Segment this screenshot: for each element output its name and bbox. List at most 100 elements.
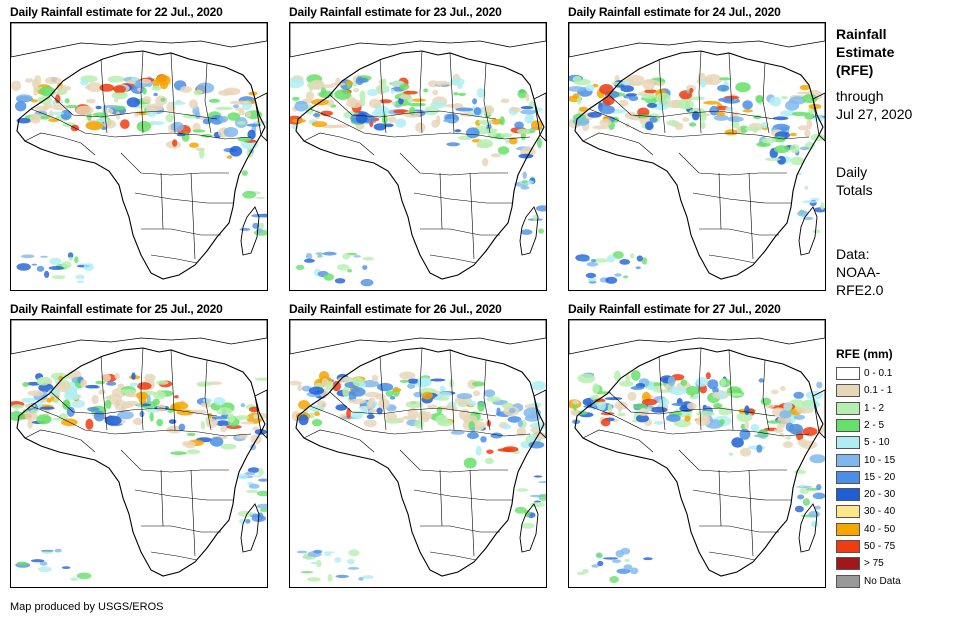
panel-title: Daily Rainfall estimate for 23 Jul., 202… <box>289 5 502 19</box>
rain-cell <box>347 567 360 570</box>
country-border <box>303 429 375 453</box>
rain-cell <box>615 550 625 558</box>
rain-cell <box>630 567 639 575</box>
rain-cell <box>653 102 669 111</box>
rain-cell <box>46 397 52 403</box>
rain-cell <box>753 434 769 438</box>
rain-cell <box>246 123 262 127</box>
legend-item: 2 - 5 <box>836 418 956 433</box>
rain-cell <box>569 86 585 92</box>
rain-cell <box>22 382 29 387</box>
rain-cell <box>242 100 253 111</box>
rain-cell <box>140 78 152 84</box>
rain-cell <box>735 82 751 93</box>
rainfall-map <box>289 319 547 588</box>
rain-cell <box>423 88 429 93</box>
rain-cell <box>792 111 808 117</box>
rain-cell <box>237 510 254 517</box>
rain-cell <box>39 406 55 410</box>
rain-cell <box>430 101 447 109</box>
rain-cell <box>528 441 545 449</box>
rain-cell <box>793 469 807 475</box>
rain-cell <box>789 96 807 105</box>
rain-cell <box>166 425 183 434</box>
rain-cell <box>321 378 329 387</box>
rain-cell <box>671 121 677 127</box>
rain-cell <box>609 576 619 583</box>
rain-cell <box>315 252 324 256</box>
rain-cell <box>524 509 531 518</box>
rain-cell <box>337 376 352 383</box>
legend-label: > 75 <box>864 558 884 570</box>
rain-cell <box>728 452 734 456</box>
rain-cell <box>475 445 482 456</box>
rain-cell <box>241 170 248 176</box>
rain-cell <box>247 467 260 473</box>
rain-cell <box>597 560 604 567</box>
legend-label: 50 - 75 <box>864 541 896 552</box>
rain-cell <box>700 121 706 129</box>
rain-cell <box>40 255 49 258</box>
rain-cell <box>172 401 189 410</box>
rain-cell <box>218 89 234 96</box>
rain-cell <box>573 93 579 99</box>
rain-cell <box>146 102 152 111</box>
rain-cell <box>502 446 519 453</box>
africa-outline <box>295 347 545 577</box>
rain-cell <box>713 114 729 121</box>
rain-cell <box>601 418 611 427</box>
rain-cell <box>29 113 41 124</box>
europe-outline <box>11 320 267 355</box>
sidebar-through: through Jul 27, 2020 <box>836 87 912 123</box>
rain-cell <box>199 148 205 159</box>
rain-cell <box>16 94 33 102</box>
rain-cell <box>317 254 323 258</box>
africa-outline <box>574 347 824 577</box>
rain-cell <box>740 447 752 457</box>
rain-cell <box>210 436 224 447</box>
rain-cell <box>55 94 61 104</box>
rain-cell <box>369 121 374 127</box>
rain-cell <box>124 392 139 398</box>
rain-cell <box>767 420 782 424</box>
rain-cell <box>517 89 528 99</box>
rain-cell <box>532 214 539 221</box>
rain-cell <box>619 99 629 107</box>
country-border <box>134 192 233 204</box>
rain-cell <box>76 280 85 284</box>
sidebar-title-line: Rainfall <box>836 26 887 42</box>
rain-cell <box>255 228 264 234</box>
rain-cell <box>594 398 606 403</box>
rain-cell <box>186 449 201 455</box>
rain-cell <box>346 82 352 89</box>
rain-cell <box>399 379 410 383</box>
europe-outline <box>569 320 825 355</box>
rain-cell <box>439 385 446 394</box>
rain-cell <box>64 392 80 401</box>
rain-cell <box>83 263 94 272</box>
country-border <box>309 405 531 437</box>
rain-cell <box>148 121 165 125</box>
rain-cell <box>70 577 78 581</box>
rain-cell <box>731 437 744 448</box>
rain-cell <box>91 394 99 405</box>
rainfall-layer <box>290 73 546 287</box>
country-border <box>150 254 198 264</box>
rain-cell <box>323 273 335 281</box>
rain-cell <box>105 108 114 114</box>
rain-cell <box>788 423 804 435</box>
rain-cell <box>520 109 537 115</box>
country-border <box>50 391 218 417</box>
country-border <box>692 489 791 501</box>
rain-cell <box>44 270 50 278</box>
rain-cell <box>450 77 465 86</box>
rain-cell <box>724 129 738 136</box>
legend-label: 40 - 50 <box>864 523 896 535</box>
rain-cell <box>450 430 465 435</box>
rain-cell <box>613 370 621 382</box>
rain-cell <box>599 105 615 115</box>
rain-cell <box>186 432 196 437</box>
rain-cell <box>67 252 74 259</box>
rain-cell <box>472 98 478 105</box>
rain-cell <box>587 111 602 118</box>
